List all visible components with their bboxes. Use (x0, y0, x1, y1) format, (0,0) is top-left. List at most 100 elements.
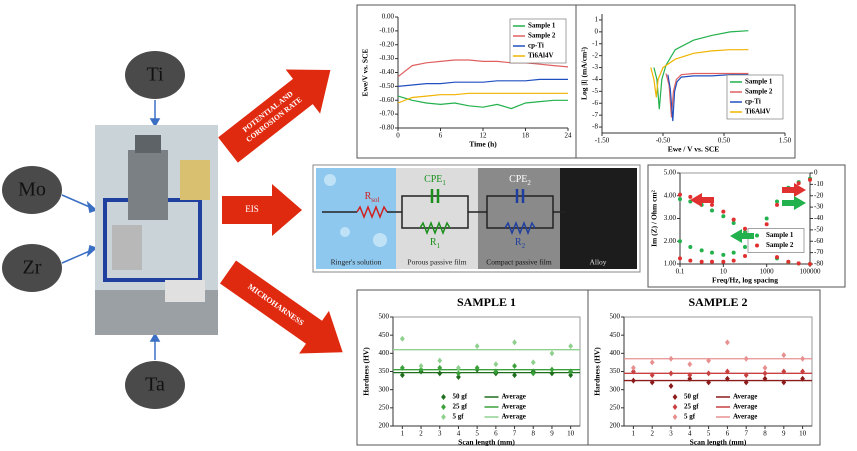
y2-tick-label: -10 (814, 180, 824, 188)
arrow-head (88, 246, 96, 255)
y-tick-label: -0.70 (379, 110, 394, 118)
y-tick-label: -0.10 (379, 26, 394, 34)
x-tick-label: 1 (632, 430, 636, 438)
y-tick-label: -2 (592, 51, 598, 59)
y-tick-label: 1.00 (664, 260, 677, 268)
y-axis-label: Hardness (HV) (593, 347, 602, 396)
data-point (710, 203, 714, 207)
legend-label: 25 gf (453, 403, 468, 411)
y-tick-label: 500 (379, 313, 390, 321)
element-label: Mo (18, 179, 46, 201)
y2-tick-label: -60 (814, 237, 824, 245)
legend-label: Average (502, 393, 526, 401)
x-axis-label: Scan length (mm) (690, 438, 747, 447)
legend-label: 50 gf (684, 393, 699, 401)
y-tick-label: -0.80 (379, 124, 394, 132)
legend-label: 50 gf (453, 393, 468, 401)
y2-tick-label: -80 (814, 260, 824, 268)
data-point (775, 255, 779, 259)
x-tick-label: 3 (669, 430, 673, 438)
feed-arrow (62, 250, 92, 263)
graphical-abstract: Ti Mo Zr Ta POTENTIAL AND CORROSION RATE (0, 0, 857, 451)
data-point (721, 210, 725, 214)
legend-label: Sample 2 (766, 241, 794, 249)
page: {"inputs": {"elements": ["Ti", "Mo", "Zr… (0, 0, 857, 451)
x-tick-label: 5 (707, 430, 711, 438)
phase-point (732, 251, 736, 255)
legend-label: Sample 1 (528, 22, 556, 30)
x-tick-label: 7 (513, 430, 517, 438)
layer-caption: Ringer's solution (331, 258, 382, 267)
x-tick-label: 1.50 (779, 137, 792, 145)
y-tick-label: -0.20 (379, 40, 394, 48)
arrow-shape (222, 184, 302, 236)
element-label: Ti (146, 64, 164, 86)
y-tick-label: -1 (592, 39, 598, 47)
phase-point (688, 259, 692, 263)
eis-diagram: Rsol CPE1 R1 CPE2 R2 Ringer's solution P… (313, 165, 640, 272)
x-tick-label: 6 (494, 430, 498, 438)
y2-tick-label: -70 (814, 248, 824, 256)
bubble (340, 227, 350, 237)
y-axis-label: Hardness (HV) (362, 347, 371, 396)
arrow-head (88, 203, 96, 212)
x-tick-label: 0 (396, 132, 400, 140)
y-tick-label: 400 (379, 349, 390, 357)
layer-alloy (560, 168, 637, 269)
legend-label: Sample 2 (528, 32, 556, 40)
x-tick-label: 4 (688, 430, 692, 438)
y2-tick-label: -20 (814, 191, 824, 199)
x-tick-label: 6 (726, 430, 730, 438)
y-tick-label: -0.40 (379, 68, 394, 76)
y-tick-label: 1 (595, 16, 599, 24)
x-tick-label: 2 (650, 430, 654, 438)
method-arrow: EIS (222, 184, 302, 236)
data-point (721, 214, 725, 218)
data-point (743, 227, 747, 231)
legend-label: 5 gf (684, 413, 696, 421)
layer-caption: Alloy (589, 258, 606, 267)
x-tick-label: 5 (475, 430, 479, 438)
data-point (732, 218, 736, 222)
y-axis-label: Log |I| (mA/cm²) (580, 46, 589, 100)
data-point (786, 260, 790, 264)
y2-tick-label: -50 (814, 225, 824, 233)
legend-label: Ti6Al4V (745, 108, 771, 116)
phase-point (710, 251, 714, 255)
x-tick-label: 9 (782, 430, 786, 438)
phase-point (743, 245, 747, 249)
x-tick-label: 8 (532, 430, 536, 438)
data-point (710, 209, 714, 213)
y-tick-label: 450 (610, 331, 621, 339)
y-tick-label: 200 (610, 422, 621, 430)
x-tick-label: 10 (799, 430, 807, 438)
legend-label: cp-Ti (745, 98, 761, 106)
y-tick-label: 300 (610, 385, 621, 393)
x-tick-label: 10 (720, 268, 728, 276)
phase-point (775, 203, 779, 207)
legend-label: Sample 1 (745, 78, 773, 86)
element-label: Ta (145, 374, 165, 396)
y-tick-label: 4.00 (664, 191, 677, 199)
equipment-photo (95, 125, 218, 335)
phase-point (743, 254, 747, 258)
x-axis-label: Time (h) (469, 140, 497, 149)
y-axis-label: Im (Z) / Ohm cm² (650, 189, 659, 247)
label-main: CPE (424, 174, 442, 185)
x-tick-label: 3 (438, 430, 442, 438)
x-tick-label: 1000 (760, 268, 775, 276)
bubble (324, 174, 336, 186)
phase-point (732, 259, 736, 263)
arrow-head (151, 119, 159, 126)
y-axis-label: Ewe/V vs. SCE (361, 49, 370, 97)
x-tick-label: 0.1 (676, 268, 685, 276)
phase-point (678, 239, 682, 243)
phase-point (700, 248, 704, 252)
x-tick-label: -1.50 (595, 137, 610, 145)
layer-caption: Compact passive film (486, 258, 552, 267)
legend-label: Ti6Al4V (528, 52, 554, 60)
element-label: Zr (23, 257, 42, 279)
y-tick-label: -5 (592, 87, 598, 95)
y-tick-label: 250 (379, 403, 390, 411)
y-tick-label: -0.30 (379, 54, 394, 62)
